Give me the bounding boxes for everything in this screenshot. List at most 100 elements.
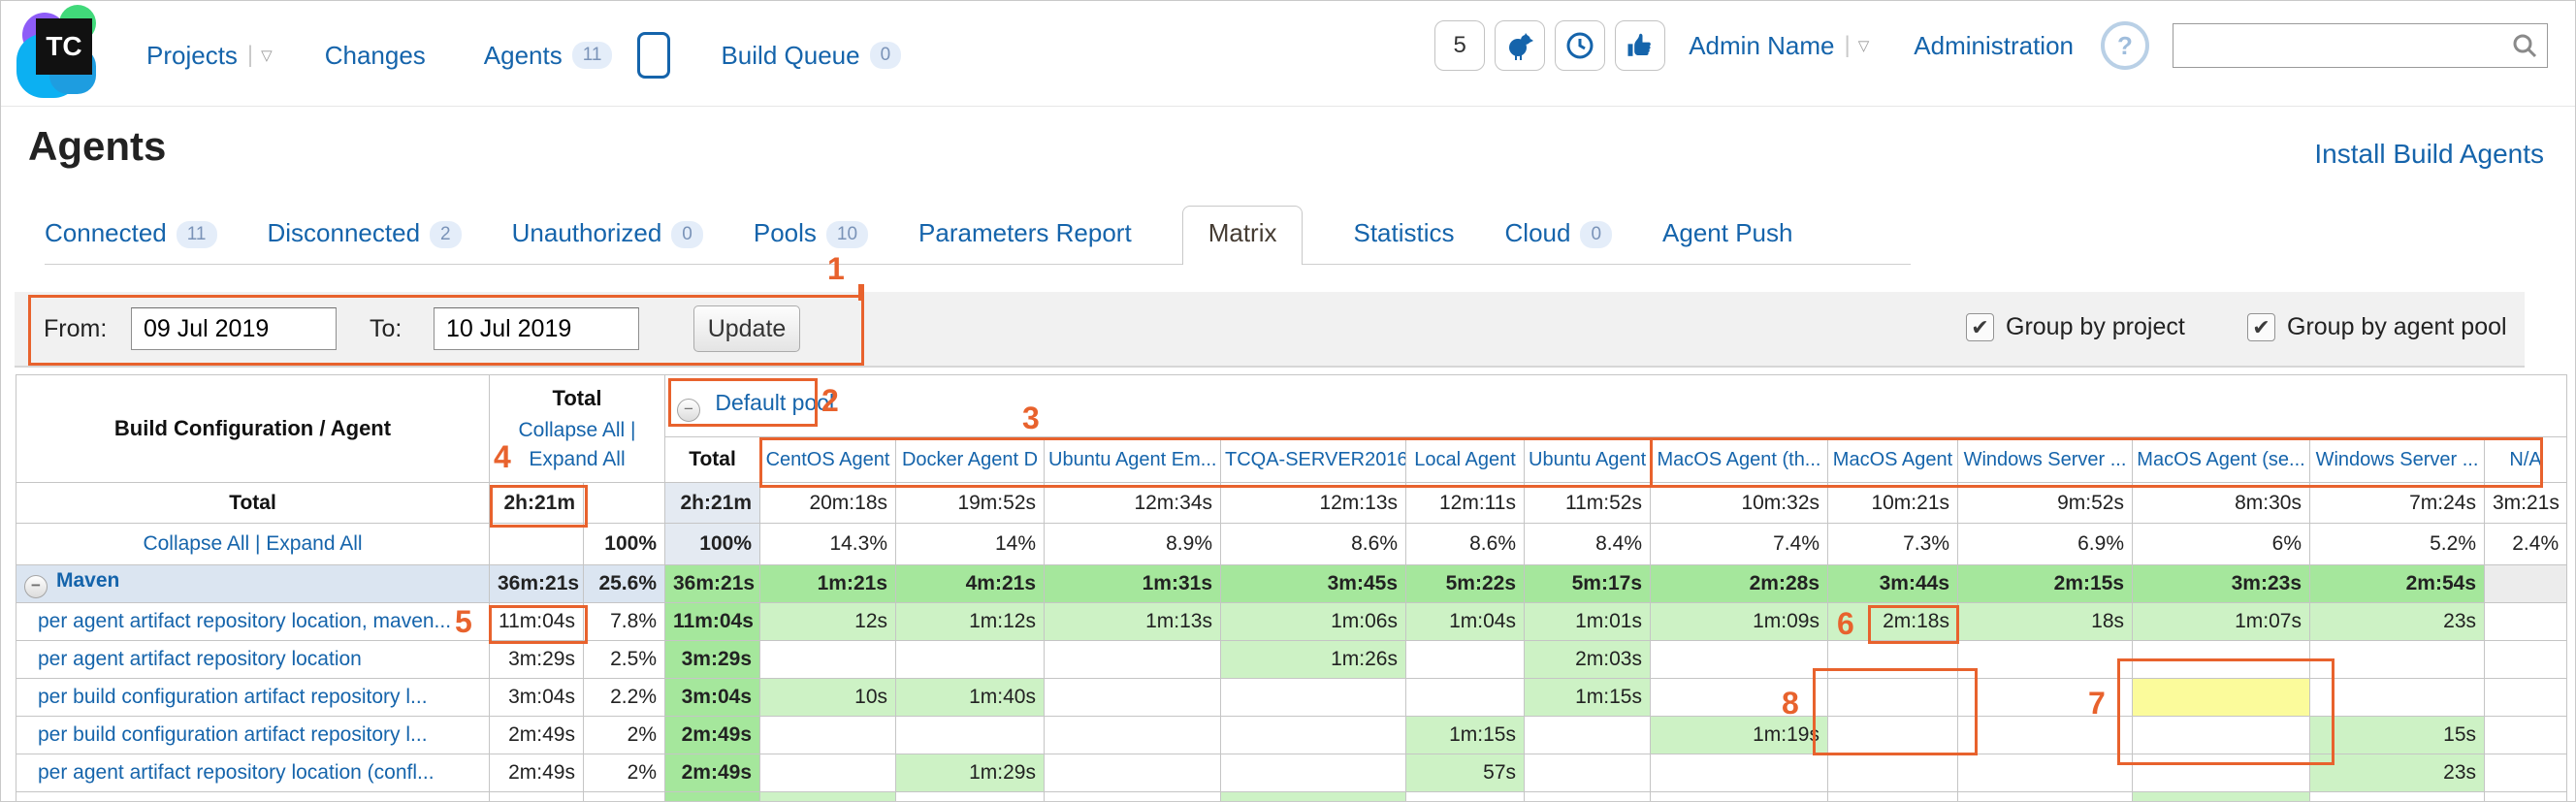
nav-changes[interactable]: Changes [324,40,426,70]
pool-total-cell: 36m:21s [664,564,760,603]
matrix-cell: 1m:21s [759,564,896,603]
agent-column-header[interactable]: MacOS Agent (se... [2132,436,2310,483]
administration-link[interactable]: Administration [1914,30,2074,60]
agent-column-header[interactable]: MacOS Agent (th... [1650,436,1828,483]
total-column-header: Total Collapse All | Expand All [489,374,665,483]
row-label-text: per agent artifact repository location [38,648,362,670]
collapse-pool-icon[interactable]: − [677,399,700,422]
matrix-cell [2132,640,2310,679]
group-by-project-checkbox[interactable]: ✔ [1966,313,1994,341]
matrix-cell [1044,754,1221,792]
my-changes-rooster-icon[interactable] [1495,20,1546,71]
rooster-icon [1509,33,1534,60]
matrix-cell: 2m:15s [1957,564,2133,603]
teamcity-logo[interactable]: TC [16,5,106,104]
counter-value: 5 [1453,32,1466,58]
row-label[interactable]: − Maven [16,564,490,603]
matrix-cell: 1m:19s [1650,716,1828,754]
nav-agents[interactable]: Agents [483,40,563,70]
collapse-group-icon[interactable]: − [24,575,48,598]
agents-pool-icon[interactable] [637,32,671,79]
to-date-input[interactable] [434,307,639,350]
update-button[interactable]: Update [693,305,800,352]
tab-unauthorized[interactable]: Unauthorized 0 [512,205,703,264]
pool-group-header[interactable]: − Default pool [663,374,2568,437]
tab-parameters-report[interactable]: Parameters Report [918,218,1132,247]
matrix-cell: 8.4% [1524,523,1651,565]
expand-all-link[interactable]: Expand All [529,448,626,470]
agents-tab-bar: Connected 11 Disconnected 2 Unauthorized 0 … [45,205,1912,265]
matrix-cell: 1m:15s [1405,716,1525,754]
matrix-cell: 1m:04s [1405,602,1525,641]
row-label[interactable]: per agent artifact repository location (… [16,754,490,792]
agents-matrix-table: Build Configuration / Agent Total Collap… [16,374,2568,801]
help-icon[interactable]: ? [2101,21,2149,70]
matrix-cell: 3m:23s [2132,564,2310,603]
agent-column-header[interactable]: Local Agent [1405,436,1525,483]
matrix-cell: 57s [1405,754,1525,792]
total-percent-cell: 25.6% [583,564,665,603]
approvals-thumb-button[interactable] [1615,20,1666,71]
collapse-all-link[interactable]: Collapse All | [518,419,636,441]
build-time-clock-button[interactable] [1555,20,1606,71]
matrix-cell: 18s [1957,602,2133,641]
agent-column-header[interactable]: Ubuntu Agent Em... [1044,436,1221,483]
matrix-cell [2483,678,2568,717]
tab-pools[interactable]: Pools 10 [754,205,869,264]
agent-column-header[interactable]: CentOS Agent [759,436,896,483]
agent-column-header[interactable]: TCQA-SERVER2016 [1220,436,1406,483]
pool-name[interactable]: Default pool [715,390,835,415]
matrix-cell [1405,640,1525,679]
pool-total-header: Total [664,436,760,483]
my-investigations-counter-button[interactable]: 5 [1434,20,1486,71]
matrix-cell [1650,791,1828,801]
agent-column-header[interactable]: N/A [2483,436,2568,483]
pool-total-cell: 2m:49s [664,754,760,792]
matrix-cell [1524,754,1651,792]
search-input[interactable] [2179,26,2503,63]
nav-build-queue[interactable]: Build Queue [721,40,860,70]
user-menu[interactable]: Admin Name [1689,30,1835,60]
row-label[interactable]: per agent artifact repository location, … [16,602,490,641]
search-icon[interactable] [2510,31,2539,60]
group-by-agent-pool-checkbox[interactable]: ✔ [2247,313,2275,341]
tab-connected[interactable]: Connected 11 [45,205,217,264]
matrix-cell [1220,791,1406,801]
agent-column-header[interactable]: MacOS Agent [1827,436,1958,483]
matrix-cell [1650,678,1828,717]
tab-agent-push[interactable]: Agent Push [1662,218,1793,247]
matrix-cell [2483,716,2568,754]
tab-disconnected[interactable]: Disconnected 2 [268,205,462,264]
agent-column-header[interactable]: Windows Server ... [2309,436,2485,483]
nav-projects[interactable]: Projects [146,40,238,70]
row-label[interactable]: per build configuration artifact reposit… [16,678,490,717]
matrix-cell: 7.4% [1650,523,1828,565]
tab-matrix[interactable]: Matrix [1181,206,1304,265]
total-time-cell: 36m:21s [489,564,584,603]
matrix-cell [1827,640,1958,679]
chevron-down-icon[interactable]: ▽ [1857,38,1870,54]
matrix-cell: 2m:54s [2309,564,2485,603]
total-time-cell [489,791,584,801]
matrix-cell [1044,678,1221,717]
row-label[interactable]: per build configuration artifact reposit… [16,716,490,754]
matrix-cell [2483,754,2568,792]
row-label[interactable]: Collapse All | Expand All [16,523,490,565]
agent-column-header[interactable]: Docker Agent D [895,436,1045,483]
tab-statistics[interactable]: Statistics [1353,218,1455,247]
row-label[interactable]: per agent artifact repository location [16,640,490,679]
matrix-cell: 5.2% [2309,523,2485,565]
pool-total-cell: 2h:21m [664,482,760,524]
from-date-input[interactable] [131,307,337,350]
install-build-agents-link[interactable]: Install Build Agents [2314,139,2544,169]
chevron-down-icon[interactable]: ▽ [261,48,273,64]
agent-column-header[interactable]: Ubuntu Agent [1524,436,1651,483]
agent-column-header[interactable]: Windows Server ... [1957,436,2133,483]
matrix-cell: 8.6% [1220,523,1406,565]
tab-cloud[interactable]: Cloud 0 [1505,205,1613,264]
matrix-cell: 3m:45s [1220,564,1406,603]
corner-header: Build Configuration / Agent [16,374,490,483]
matrix-cell: 12m:34s [1044,482,1221,524]
matrix-cell [1044,640,1221,679]
from-label: From: [44,315,108,342]
